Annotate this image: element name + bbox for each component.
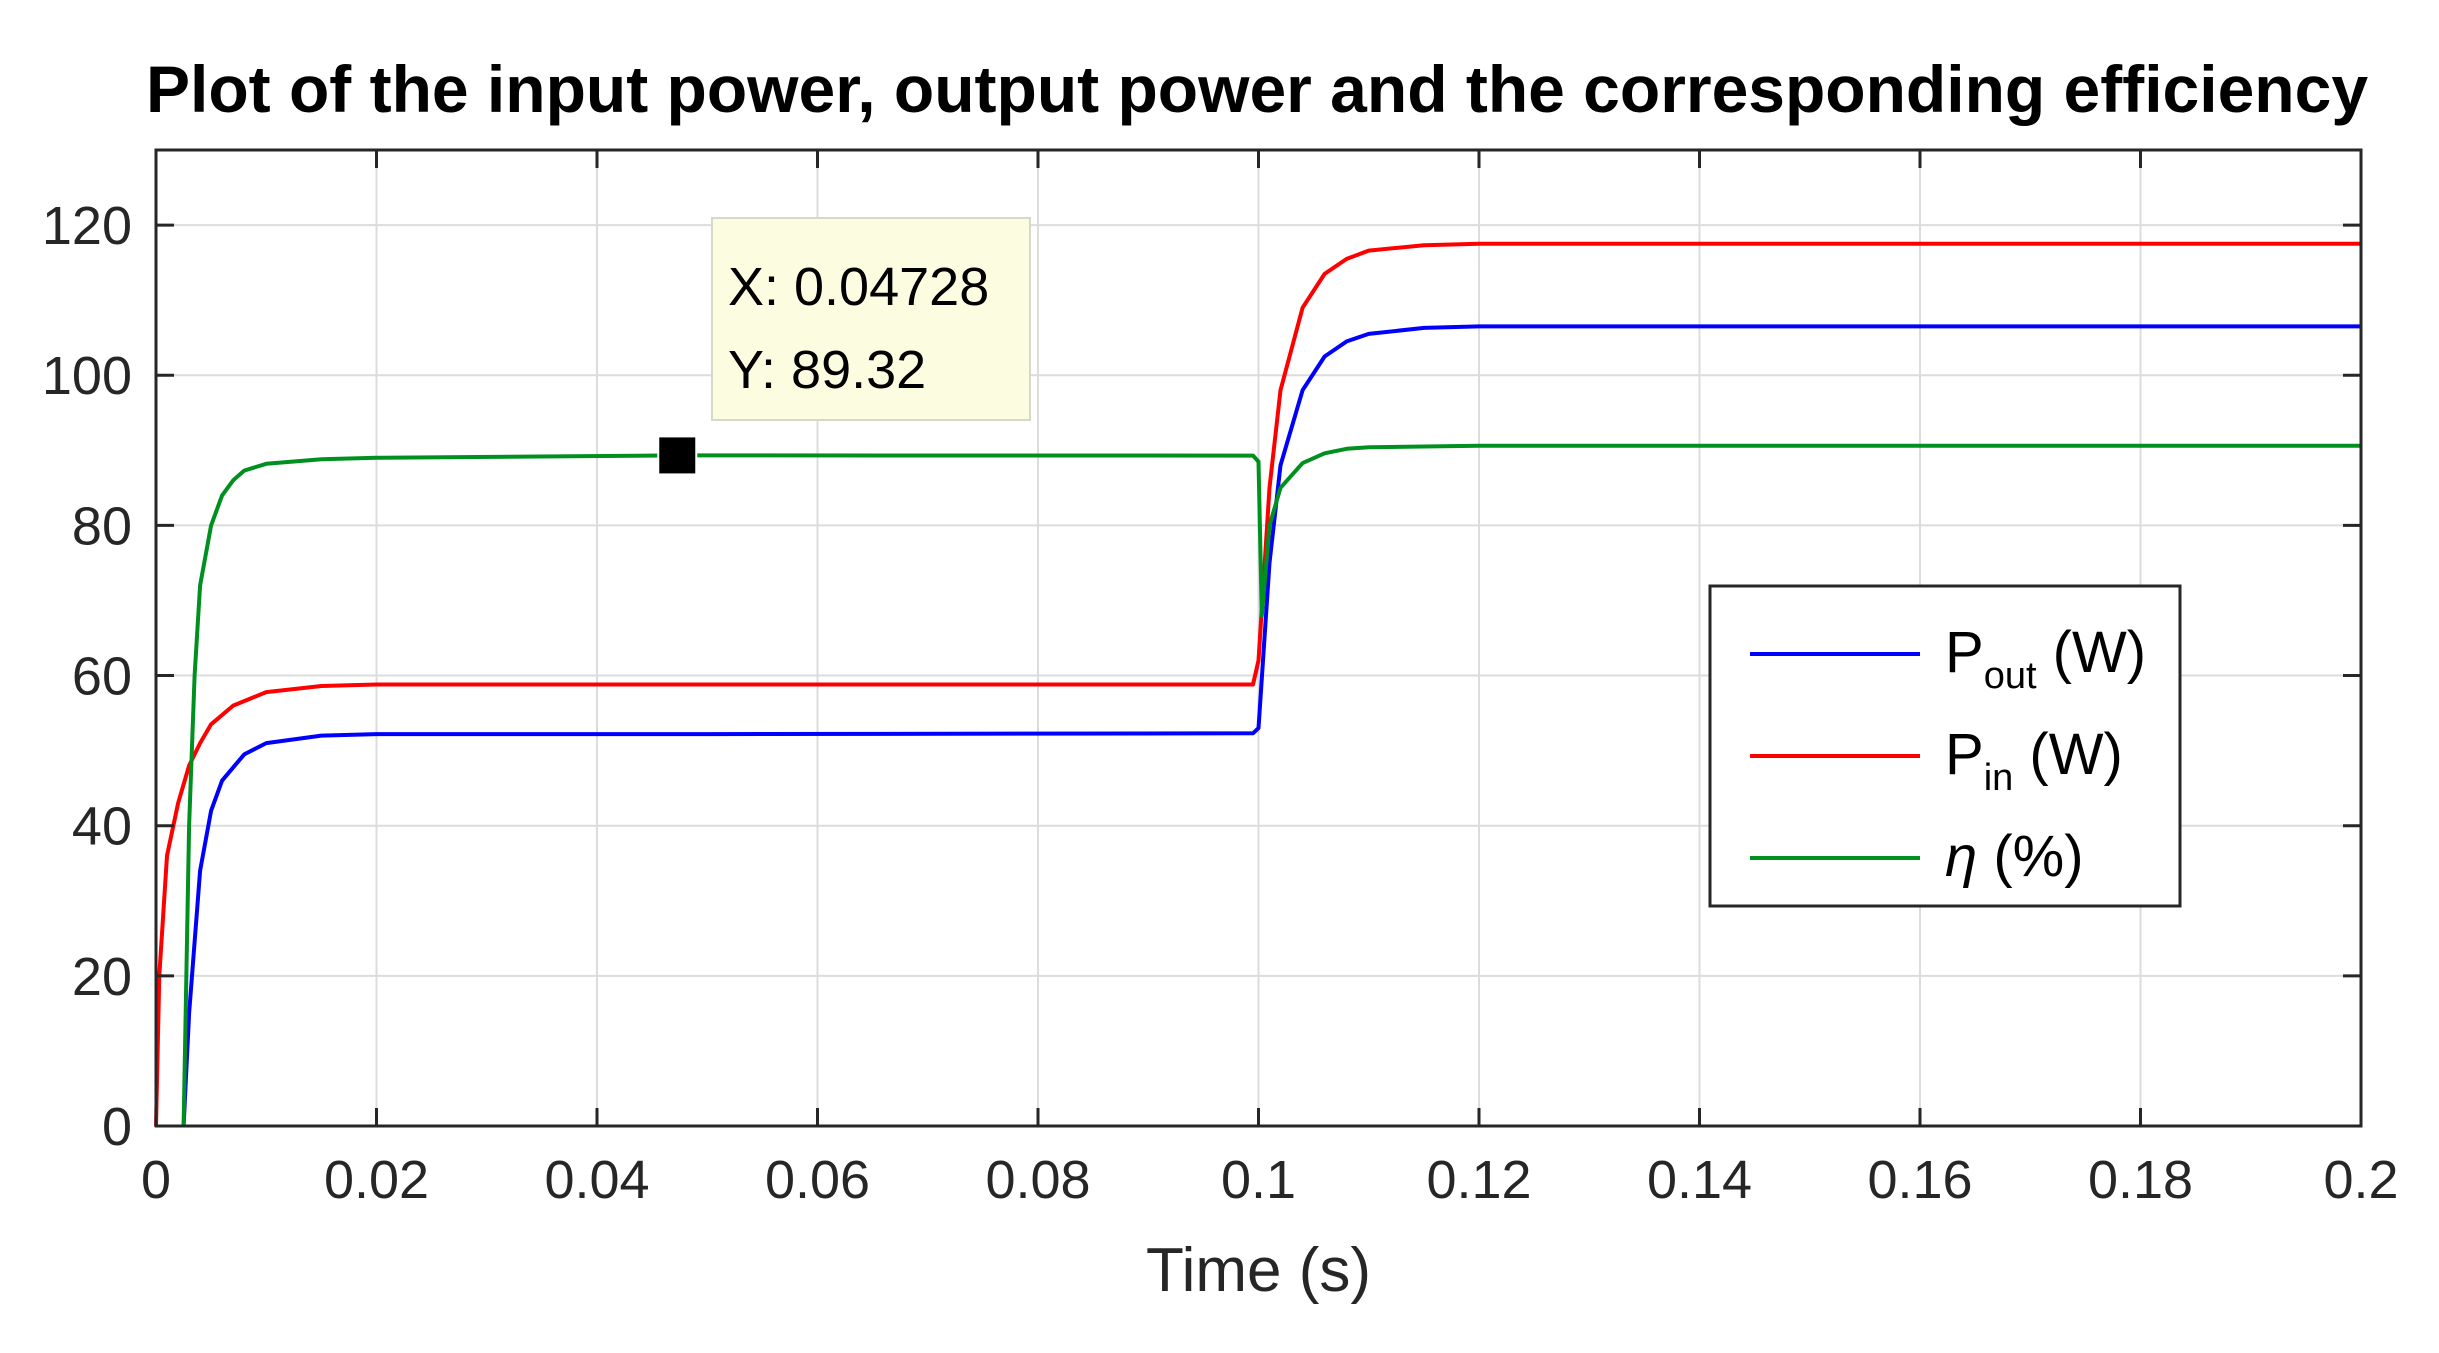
x-tick-label-7: 0.14: [1647, 1150, 1752, 1210]
chart-title: Plot of the input power, output power an…: [146, 52, 2368, 126]
y-tick-label-5: 100: [42, 346, 132, 406]
x-tick-label-4: 0.08: [985, 1150, 1090, 1210]
x-tick-label-8: 0.16: [1867, 1150, 1972, 1210]
series-line-in: [154, 241, 2361, 1127]
x-tick-label-6: 0.12: [1426, 1150, 1531, 1210]
x-tick-label-10: 0.2: [2323, 1150, 2398, 1210]
x-tick-label-5: 0.1: [1221, 1150, 1296, 1210]
data-tip-box: [711, 217, 1031, 421]
data-tip-x: X: 0.04728: [728, 257, 989, 317]
legend-label-out: Pout (W): [1945, 620, 2146, 697]
x-axis-label: Time (s): [1146, 1236, 1371, 1305]
legend-label-in: Pin (W): [1945, 722, 2123, 799]
x-tick-label-3: 0.06: [765, 1150, 870, 1210]
data-tip-y: Y: 89.32: [728, 340, 926, 400]
x-tick-label-1: 0.02: [324, 1150, 429, 1210]
legend: Pout (W) Pin (W) η (%): [1708, 584, 2182, 908]
y-tick-label-6: 120: [42, 196, 132, 256]
x-tick-label-9: 0.18: [2088, 1150, 2193, 1210]
data-tip-marker[interactable]: [657, 435, 698, 476]
x-tick-label-2: 0.04: [544, 1150, 649, 1210]
x-axis-ticks: 0 0.02 0.04 0.06 0.08 0.1 0.12 0.14 0.16 0.18 0.2: [141, 150, 2399, 1210]
series-line-out: [181, 324, 2361, 1127]
x-tick-label-0: 0: [141, 1150, 171, 1210]
legend-label-eta: η (%): [1945, 824, 2084, 889]
y-tick-label-1: 20: [72, 947, 132, 1007]
data-tip[interactable]: X: 0.04728 Y: 89.32: [657, 217, 1031, 476]
y-tick-label-4: 80: [72, 496, 132, 556]
legend-box: [1708, 584, 2182, 908]
y-tick-label-0: 0: [102, 1097, 132, 1157]
y-axis-ticks: 0 20 40 60 80 100 120: [42, 196, 2361, 1157]
y-tick-label-2: 40: [72, 797, 132, 857]
y-tick-label-3: 60: [72, 647, 132, 707]
